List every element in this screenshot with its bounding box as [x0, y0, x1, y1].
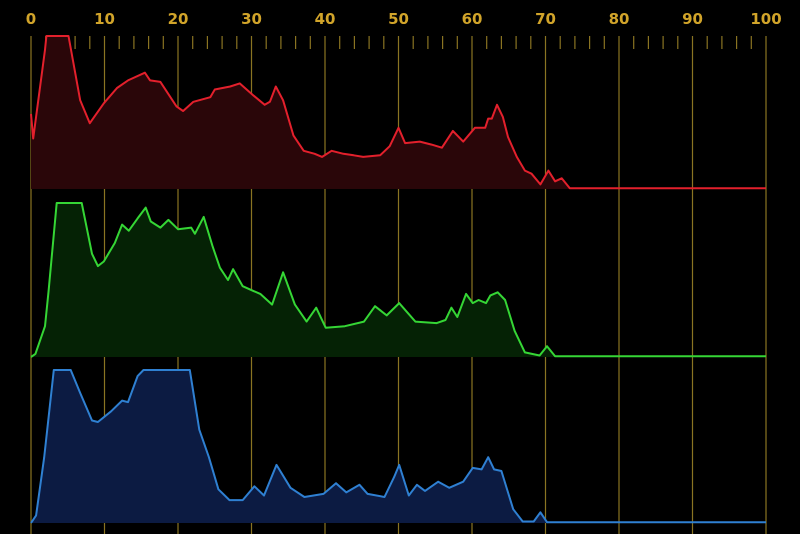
x-tick-label: 50	[388, 10, 409, 28]
x-tick-label: 0	[26, 10, 36, 28]
x-tick-label: 60	[462, 10, 483, 28]
x-tick-label: 90	[682, 10, 703, 28]
histogram-line	[30, 35, 766, 190]
channel-panel-2	[30, 369, 766, 524]
channel-panel-0	[30, 35, 766, 190]
histogram-line	[30, 202, 766, 358]
x-tick-label: 100	[750, 10, 781, 28]
histogram-line	[30, 369, 766, 524]
channel-panels	[30, 35, 766, 524]
x-tick-label: 30	[241, 10, 262, 28]
histogram-area	[31, 370, 766, 523]
x-tick-label: 20	[168, 10, 189, 28]
channel-panel-1	[30, 202, 766, 358]
x-tick-label: 80	[609, 10, 630, 28]
x-tick-label: 70	[535, 10, 556, 28]
histogram-area	[31, 36, 766, 189]
histogram-area	[31, 203, 766, 357]
x-tick-labels: 0 10 20 30 40 50 60 70 80 90 100	[26, 10, 782, 28]
x-tick-label: 10	[94, 10, 115, 28]
x-tick-label: 40	[315, 10, 336, 28]
